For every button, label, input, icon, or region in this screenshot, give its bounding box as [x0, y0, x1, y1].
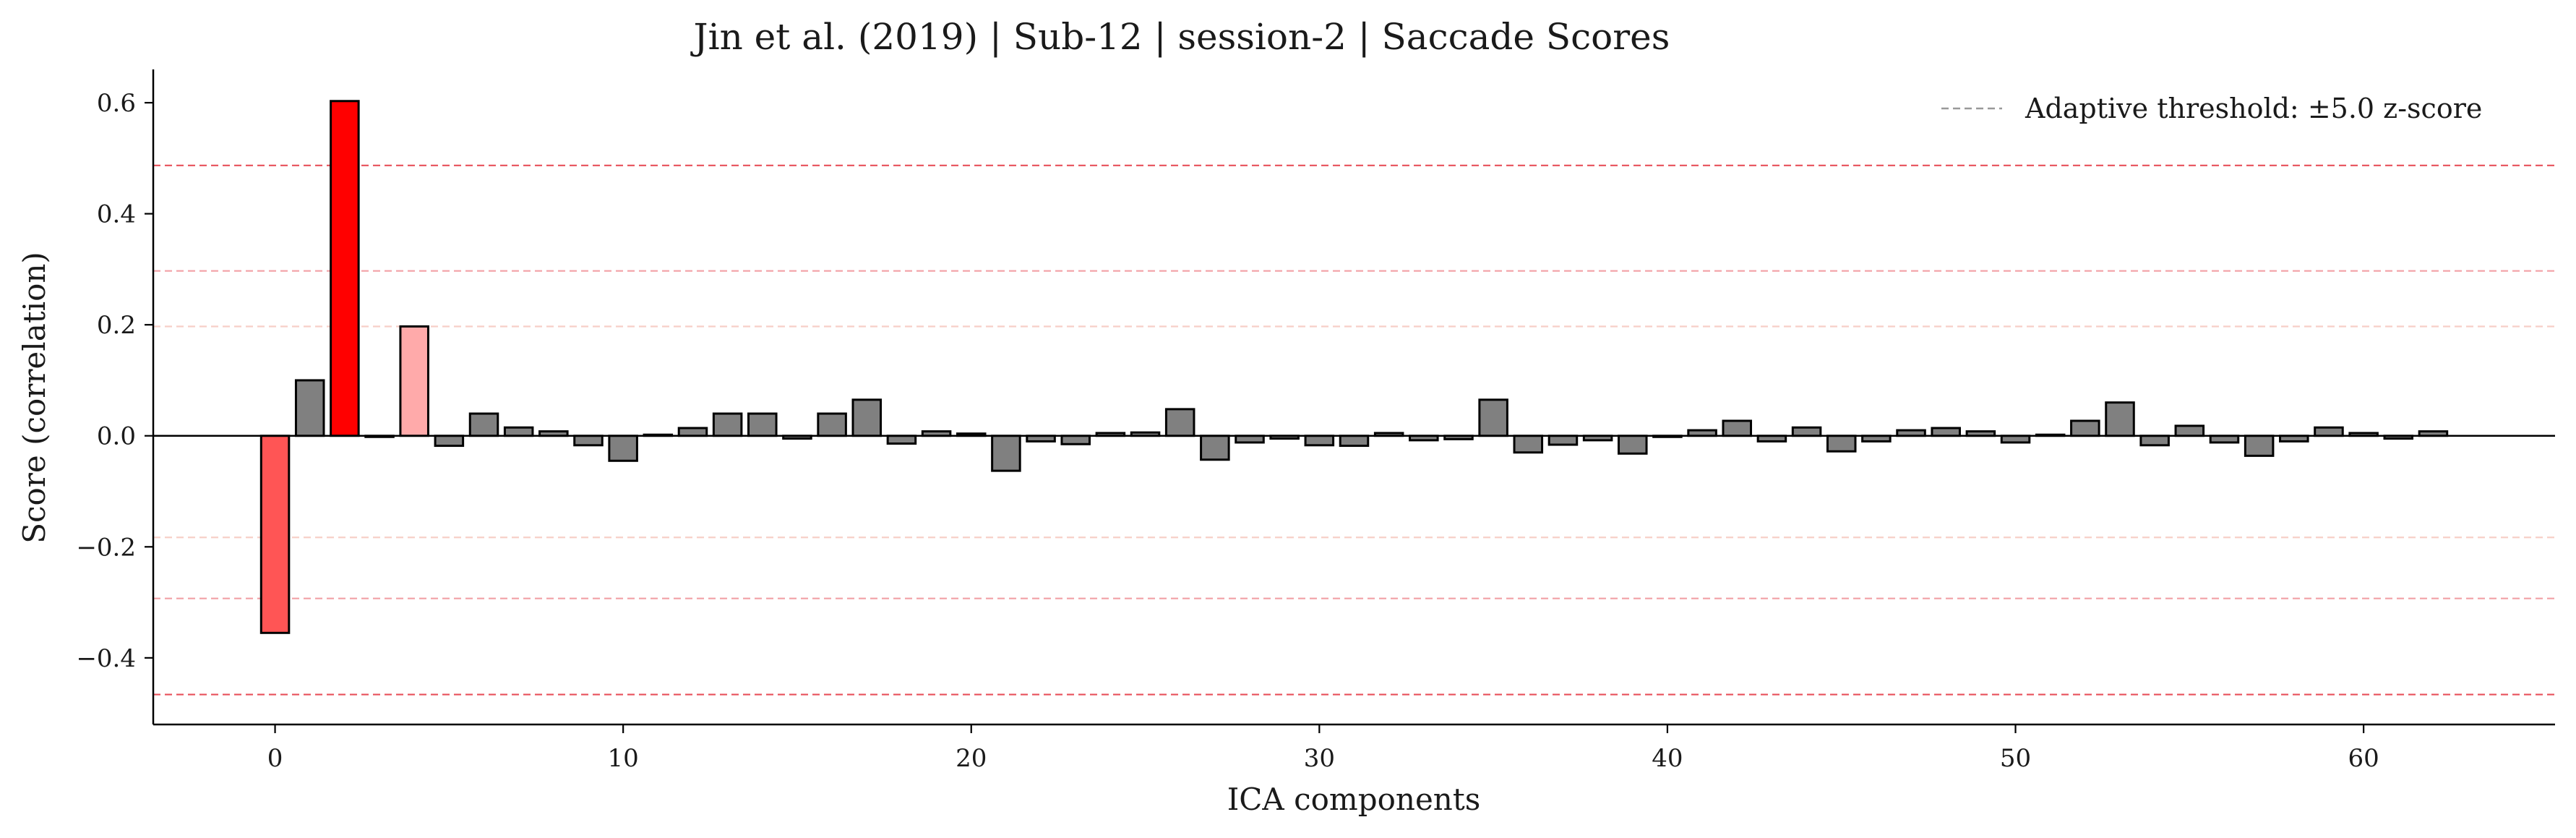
- bar: [399, 325, 429, 437]
- bar: [2139, 435, 2170, 447]
- bar: [2070, 419, 2100, 437]
- bar: [503, 426, 534, 437]
- bar: [851, 398, 883, 437]
- y-tick-label: 0.2: [97, 311, 136, 340]
- x-tick-label: 30: [1304, 744, 1335, 773]
- bar: [1826, 435, 1857, 453]
- bar: [1164, 408, 1195, 437]
- x-tick-label: 40: [1652, 744, 1683, 773]
- bar: [1060, 435, 1091, 445]
- y-tick-label: 0.6: [97, 89, 136, 118]
- bar: [2174, 424, 2205, 437]
- y-tick-label: −0.4: [76, 644, 136, 673]
- x-axis-label: ICA components: [1227, 782, 1481, 817]
- bar: [991, 435, 1021, 472]
- bar: [1931, 427, 1961, 437]
- bar: [2105, 401, 2135, 437]
- bar: [1200, 435, 1230, 461]
- bar: [817, 412, 847, 437]
- bar: [1547, 435, 1579, 446]
- bar: [677, 427, 708, 437]
- y-tick-label: 0.4: [97, 200, 136, 229]
- bar: [1513, 435, 1544, 454]
- bar: [1618, 435, 1648, 455]
- y-axis-ticks: −0.4 −0.2 0.0 0.2 0.4 0.6: [76, 89, 153, 673]
- x-tick-label: 50: [2000, 744, 2031, 773]
- bar: [1235, 435, 1265, 444]
- bar: [1304, 435, 1335, 447]
- y-tick-label: −0.2: [76, 533, 136, 562]
- y-tick-label: 0.0: [97, 422, 136, 451]
- bar: [1478, 398, 1508, 437]
- bar: [747, 412, 778, 437]
- bar: [294, 379, 325, 437]
- legend-label: Adaptive threshold: ±5.0 z-score: [2025, 93, 2482, 124]
- bar: [330, 100, 360, 437]
- x-tick-label: 60: [2348, 744, 2379, 773]
- bar: [259, 435, 291, 634]
- y-axis-label: Score (correlation): [17, 252, 52, 544]
- bar: [573, 435, 604, 447]
- x-tick-label: 10: [608, 744, 639, 773]
- bar: [2209, 435, 2240, 444]
- chart-title: Jin et al. (2019) | Sub-12 | session-2 |…: [690, 16, 1670, 58]
- bar: [468, 412, 499, 437]
- bar: [1339, 435, 1370, 448]
- bar: [712, 412, 743, 437]
- bar: [2244, 435, 2275, 457]
- x-axis-ticks: 0 10 20 30 40 50 60: [267, 724, 2379, 773]
- bar: [608, 435, 638, 462]
- bar: [1722, 419, 1753, 437]
- bar-series: [259, 100, 2449, 634]
- bar: [2314, 426, 2344, 437]
- bar: [434, 435, 465, 448]
- legend: Adaptive threshold: ±5.0 z-score: [1941, 93, 2482, 124]
- bar: [2000, 435, 2031, 444]
- threshold-lines: [153, 164, 2555, 696]
- bar: [1791, 426, 1822, 437]
- x-tick-label: 20: [956, 744, 987, 773]
- x-tick-label: 0: [267, 744, 283, 773]
- bar: [886, 435, 917, 445]
- axes: [152, 69, 2555, 726]
